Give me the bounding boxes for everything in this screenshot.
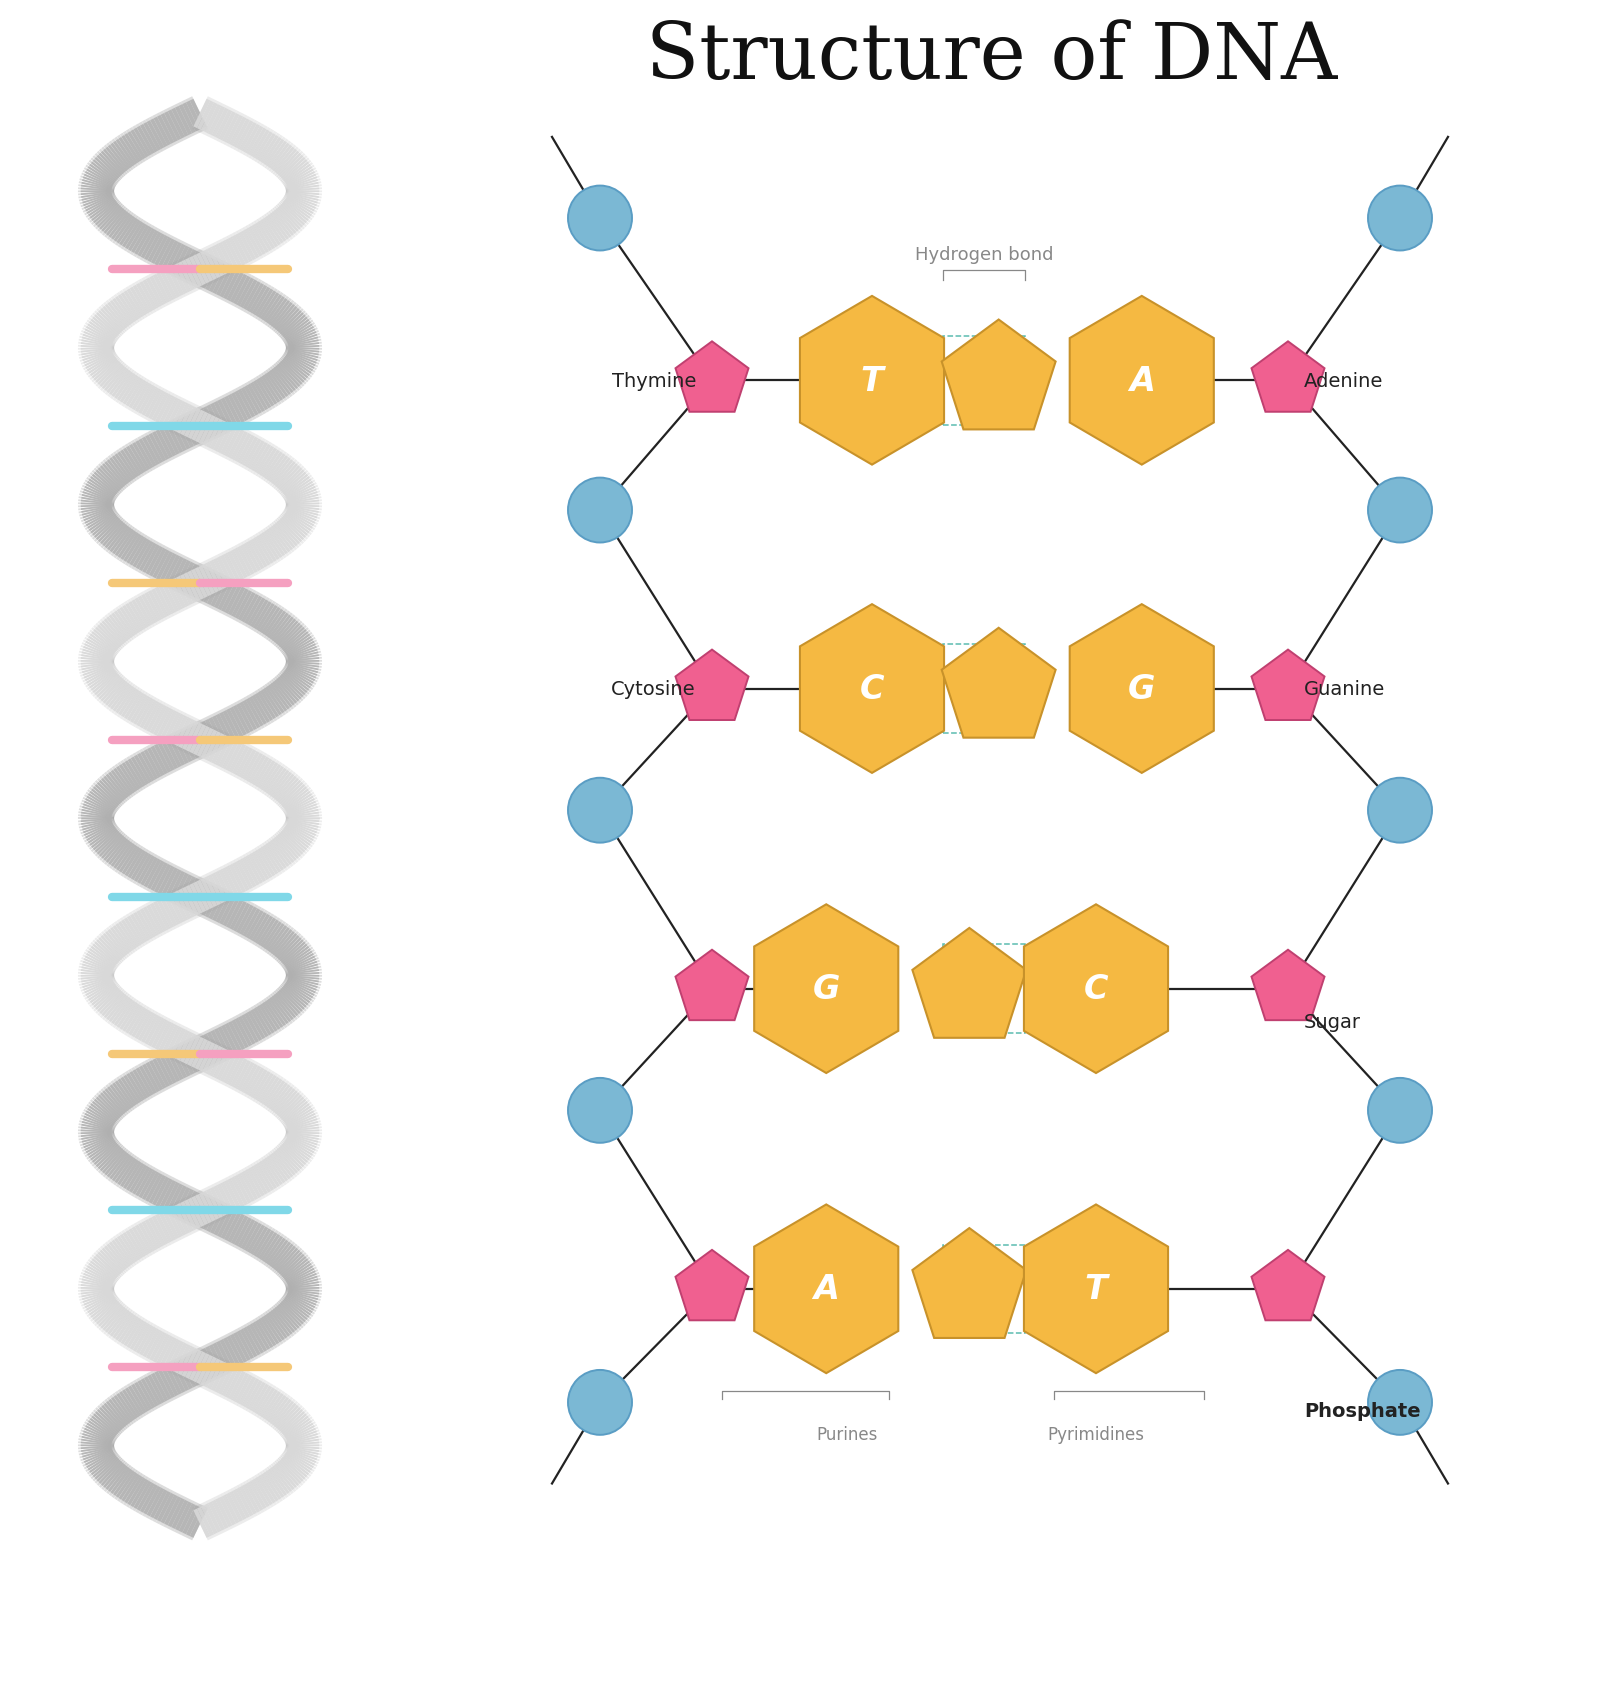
Text: G: G: [1128, 672, 1155, 706]
Text: T: T: [861, 365, 883, 397]
Circle shape: [568, 186, 632, 252]
Polygon shape: [754, 1204, 898, 1373]
Text: T: T: [1085, 1272, 1107, 1306]
Text: Sugar: Sugar: [1304, 1012, 1362, 1030]
Polygon shape: [675, 951, 749, 1020]
Polygon shape: [1251, 343, 1325, 412]
Polygon shape: [1024, 1204, 1168, 1373]
Polygon shape: [1251, 1250, 1325, 1321]
Polygon shape: [1070, 297, 1214, 466]
Text: ID 149966094  © Designua: ID 149966094 © Designua: [1362, 1648, 1552, 1662]
FancyBboxPatch shape: [942, 336, 1026, 426]
Text: Guanine: Guanine: [1304, 679, 1386, 699]
Polygon shape: [800, 297, 944, 466]
Text: A: A: [1130, 365, 1155, 397]
Text: Hydrogen bond: Hydrogen bond: [915, 247, 1053, 263]
Polygon shape: [675, 650, 749, 721]
Polygon shape: [912, 929, 1026, 1039]
Polygon shape: [1251, 650, 1325, 721]
Circle shape: [568, 1370, 632, 1436]
Polygon shape: [675, 343, 749, 412]
FancyBboxPatch shape: [942, 1245, 1026, 1333]
Text: Thymine: Thymine: [611, 372, 696, 390]
Polygon shape: [800, 605, 944, 774]
Circle shape: [1368, 186, 1432, 252]
Circle shape: [568, 1078, 632, 1143]
Text: Purines: Purines: [816, 1426, 878, 1442]
Text: Adenine: Adenine: [1304, 372, 1384, 390]
Polygon shape: [1024, 905, 1168, 1074]
Polygon shape: [942, 321, 1056, 431]
Text: Phosphate: Phosphate: [1304, 1402, 1421, 1420]
Text: C: C: [1083, 973, 1109, 1005]
Circle shape: [568, 779, 632, 843]
Polygon shape: [1251, 951, 1325, 1020]
Polygon shape: [1070, 605, 1214, 774]
Polygon shape: [942, 628, 1056, 738]
Text: A: A: [813, 1272, 838, 1306]
Circle shape: [1368, 1370, 1432, 1436]
Circle shape: [1368, 779, 1432, 843]
Polygon shape: [675, 1250, 749, 1321]
Text: Cytosine: Cytosine: [611, 679, 696, 699]
Text: dreamstime.com: dreamstime.com: [240, 1648, 358, 1662]
Circle shape: [1368, 1078, 1432, 1143]
FancyBboxPatch shape: [942, 645, 1026, 733]
FancyBboxPatch shape: [942, 944, 1026, 1034]
Text: C: C: [859, 672, 885, 706]
Text: Pyrimidines: Pyrimidines: [1048, 1426, 1144, 1442]
Polygon shape: [754, 905, 898, 1074]
Circle shape: [1368, 478, 1432, 544]
Text: Structure of DNA: Structure of DNA: [646, 19, 1338, 95]
Circle shape: [568, 478, 632, 544]
Text: G: G: [813, 973, 840, 1005]
Polygon shape: [912, 1228, 1026, 1338]
